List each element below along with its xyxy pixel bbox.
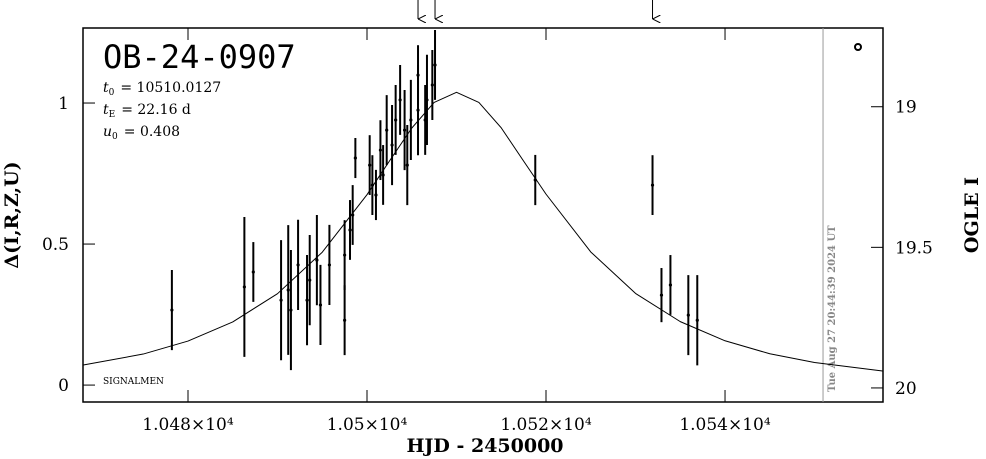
y-axis-label: Δ(I,R,Z,U): [1, 161, 23, 268]
parameter-subscript: 0: [112, 132, 118, 142]
data-point: [378, 148, 383, 152]
data-point: [286, 288, 290, 292]
data-point: [289, 308, 293, 312]
data-point: [430, 83, 434, 87]
parameter: t0 = 10510.0127: [103, 80, 221, 98]
parameter-value: = 22.16 d: [121, 102, 191, 118]
data-point: [402, 128, 407, 132]
y-tick-label: 1: [58, 94, 69, 114]
parameter-symbol: t: [103, 80, 109, 96]
parameter-symbol: u: [103, 124, 112, 140]
data-point: [343, 253, 347, 257]
data-point: [385, 128, 389, 132]
marker-symbol: [854, 43, 862, 51]
data-point: [394, 118, 398, 122]
data-point: [305, 298, 309, 302]
data-point: [251, 270, 255, 274]
data-point: [416, 108, 420, 112]
y-tick-label: 0: [58, 376, 69, 396]
data-point: [348, 228, 352, 232]
model-curve: [83, 91, 883, 372]
data-point: [659, 293, 664, 297]
data-point: [425, 98, 429, 102]
data-point: [318, 303, 323, 307]
data-point: [315, 258, 319, 262]
x-tick-label: 1.05×10⁴: [327, 415, 408, 435]
data-point: [695, 318, 699, 322]
parameter-value: = 0.408: [124, 124, 180, 140]
x-tick-label: 1.054×10⁴: [679, 415, 771, 435]
data-point: [390, 143, 394, 147]
plot-frame: [82, 27, 884, 403]
annotation: SIGNALMEN: [103, 377, 164, 387]
chart-title: OB-24-0907: [103, 38, 296, 76]
data-point: [296, 263, 300, 267]
data-point: [242, 285, 246, 289]
x-tick-label: 1.052×10⁴: [500, 415, 592, 435]
parameter-symbol: t: [103, 102, 109, 118]
y2-tick-label: 19: [895, 98, 917, 118]
data-point: [368, 163, 372, 167]
data-point: [308, 278, 312, 282]
y2-tick-label: 20: [895, 379, 917, 399]
data-point: [405, 163, 409, 167]
y2-tick-label: 19.5: [895, 238, 933, 258]
parameter-subscript: E: [109, 110, 116, 120]
data-point: [381, 173, 385, 177]
plot-area: [83, 29, 883, 372]
data-point: [433, 63, 437, 67]
x-axis-label: HJD - 2450000: [406, 435, 563, 457]
data-point: [409, 118, 413, 122]
parameter-subscript: 0: [109, 88, 115, 98]
data-point: [650, 183, 655, 187]
data-point: [374, 193, 378, 197]
data-point: [686, 313, 690, 317]
data-point: [668, 283, 673, 287]
y2-axis-label: OGLE I: [961, 177, 983, 253]
data-point: [279, 298, 283, 302]
parameter: tE = 22.16 d: [103, 102, 191, 120]
timestamp: Tue Aug 27 20:44:39 2024 UT: [827, 225, 838, 392]
data-point: [170, 308, 174, 312]
x-tick-label: 1.048×10⁴: [142, 415, 234, 435]
data-point: [343, 318, 347, 322]
data-point: [416, 73, 420, 77]
parameter-value: = 10510.0127: [120, 80, 221, 96]
data-point: [398, 98, 402, 102]
parameter: u0 = 0.408: [103, 124, 180, 142]
data-point: [353, 156, 357, 160]
y-tick-label: 0.5: [42, 235, 69, 255]
data-point: [327, 263, 332, 267]
